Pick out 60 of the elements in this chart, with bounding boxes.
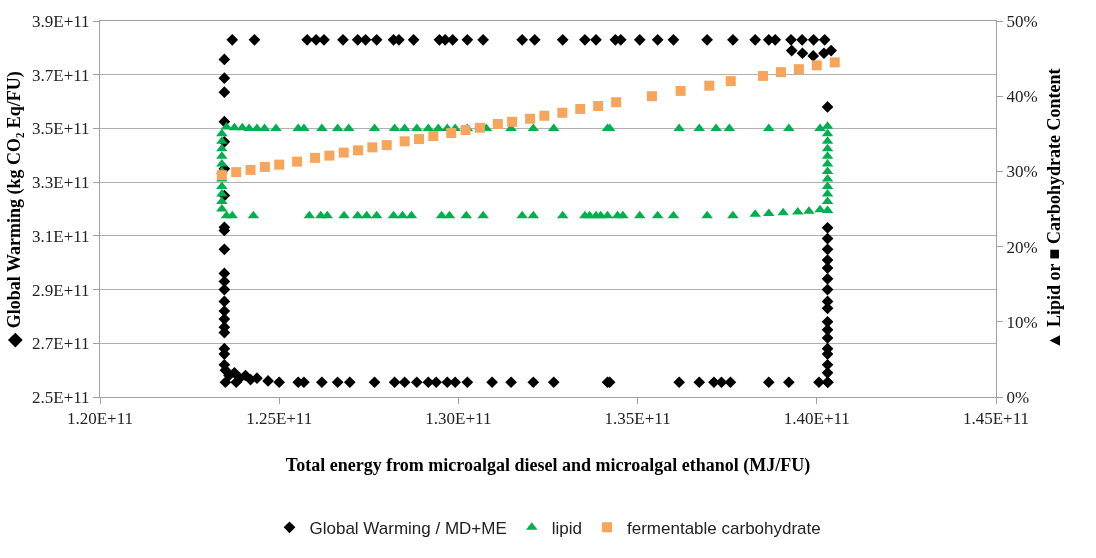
point xyxy=(474,122,485,133)
point xyxy=(593,100,604,111)
y2-tick-label: 30% xyxy=(1006,162,1038,182)
point xyxy=(245,164,256,175)
x-axis-title: Total energy from microalgal diesel and microalgal ethanol (MJ/FU) xyxy=(285,454,811,476)
point xyxy=(507,116,518,127)
y-tick-label: 3.7E+11 xyxy=(32,65,90,85)
point xyxy=(758,70,769,81)
x-tick-label: 1.35E+11 xyxy=(604,409,671,429)
point xyxy=(539,110,550,121)
y2-tick-label: 50% xyxy=(1006,11,1038,31)
point xyxy=(399,136,410,147)
point xyxy=(428,131,439,142)
point xyxy=(611,97,622,108)
y-axis-title: ◆ Global Warming (kg CO₂ Eq/FU) xyxy=(4,71,26,348)
legend-label: Global Warming / MD+ME xyxy=(309,518,507,538)
point xyxy=(460,125,471,136)
point xyxy=(811,60,822,71)
point xyxy=(775,67,786,78)
y-tick-label: 3.3E+11 xyxy=(32,173,90,193)
x-tick-label: 1.20E+11 xyxy=(66,409,134,429)
point xyxy=(413,134,424,145)
x-tick-label: 1.40E+11 xyxy=(783,409,850,429)
point xyxy=(292,156,303,167)
point xyxy=(557,107,568,118)
point xyxy=(381,140,392,151)
point xyxy=(725,76,736,87)
point xyxy=(353,145,364,156)
point xyxy=(675,85,686,96)
point xyxy=(575,103,586,114)
point xyxy=(446,128,457,139)
point xyxy=(492,119,503,130)
y2-tick-label: 10% xyxy=(1006,312,1038,332)
point xyxy=(525,113,536,124)
point xyxy=(367,142,378,153)
point xyxy=(793,64,804,75)
point xyxy=(338,147,349,158)
point xyxy=(231,167,242,178)
y-tick-label: 2.7E+11 xyxy=(32,334,90,354)
point xyxy=(646,91,657,102)
point xyxy=(829,57,840,68)
point xyxy=(259,161,270,172)
point xyxy=(324,150,335,161)
legend-label: lipid xyxy=(551,518,583,538)
x-tick-label: 1.25E+11 xyxy=(246,409,313,429)
y2-tick-label: 0% xyxy=(1006,387,1030,407)
x-tick-label: 1.30E+11 xyxy=(425,409,492,429)
y2-tick-label: 40% xyxy=(1006,87,1038,107)
y-tick-label: 2.9E+11 xyxy=(32,280,90,300)
point xyxy=(274,159,285,170)
legend-label: fermentable carbohydrate xyxy=(627,518,821,538)
y-tick-label: 3.9E+11 xyxy=(32,11,90,31)
x-tick-label: 1.45E+11 xyxy=(962,409,1030,429)
y-tick-label: 3.5E+11 xyxy=(32,119,90,139)
y-tick-label: 3.1E+11 xyxy=(32,226,90,246)
y2-axis-title: ▲ Lipid or ■ Carbohydrate Content xyxy=(1043,68,1064,350)
point xyxy=(704,80,715,91)
y-tick-label: 2.5E+11 xyxy=(32,387,90,407)
y2-tick-label: 20% xyxy=(1006,237,1038,257)
point xyxy=(310,152,321,163)
